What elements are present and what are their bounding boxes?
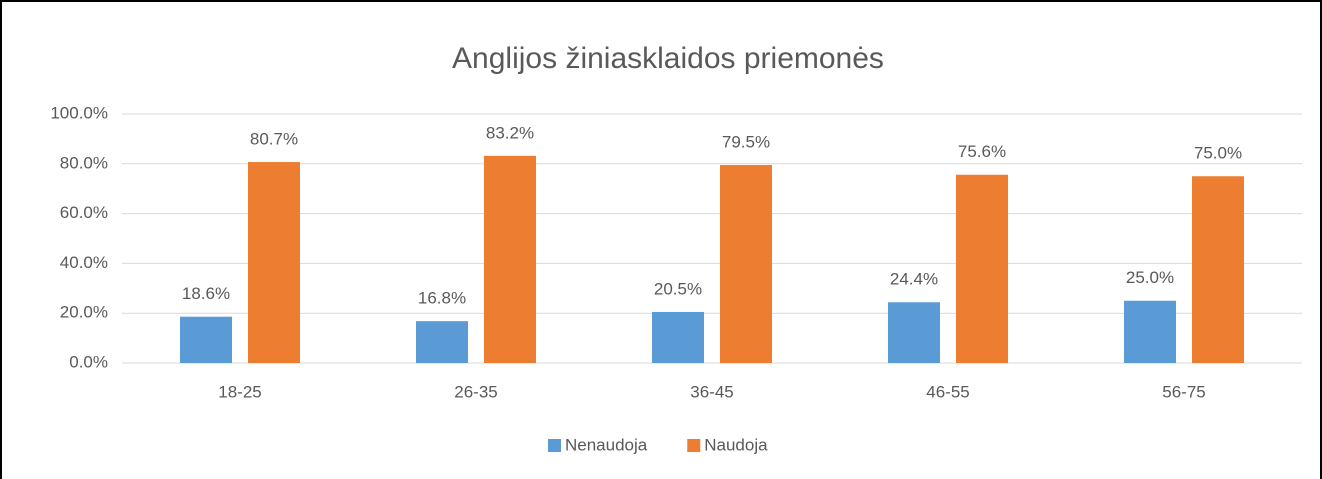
data-label: 20.5% <box>654 279 702 298</box>
y-tick-label: 60.0% <box>60 203 108 222</box>
y-tick-label: 0.0% <box>69 352 108 371</box>
data-label: 80.7% <box>250 130 298 149</box>
data-label: 16.8% <box>418 289 466 308</box>
x-tick-label: 56-75 <box>1162 382 1205 401</box>
bar <box>652 311 704 363</box>
data-label: 79.5% <box>722 133 770 152</box>
y-tick-label: 20.0% <box>60 303 108 322</box>
y-tick-label: 40.0% <box>60 253 108 272</box>
bar <box>180 316 232 363</box>
x-tick-label: 46-55 <box>926 382 969 401</box>
data-label: 75.0% <box>1194 144 1242 163</box>
data-label: 75.6% <box>958 142 1006 161</box>
bar <box>956 174 1008 363</box>
y-tick-label: 80.0% <box>60 153 108 172</box>
data-label: 83.2% <box>486 123 534 142</box>
x-tick-label: 36-45 <box>690 382 733 401</box>
data-label: 24.4% <box>890 270 938 289</box>
bar <box>1192 176 1244 363</box>
legend-swatch <box>687 439 701 452</box>
legend-swatch <box>548 439 561 452</box>
legend-label: Nenaudoja <box>565 435 648 454</box>
bar <box>484 155 536 363</box>
data-label: 18.6% <box>182 284 230 303</box>
data-label: 25.0% <box>1126 268 1174 287</box>
bar <box>888 302 940 363</box>
chart-title: Anglijos žiniasklaidos priemonės <box>452 42 884 75</box>
y-tick-label: 100.0% <box>50 103 108 122</box>
bar <box>416 321 468 363</box>
x-tick-label: 26-35 <box>454 382 497 401</box>
legend-label: Naudoja <box>704 435 768 454</box>
x-tick-label: 18-25 <box>218 382 261 401</box>
bar <box>1124 300 1176 363</box>
bar <box>720 165 772 363</box>
bar <box>248 162 300 363</box>
